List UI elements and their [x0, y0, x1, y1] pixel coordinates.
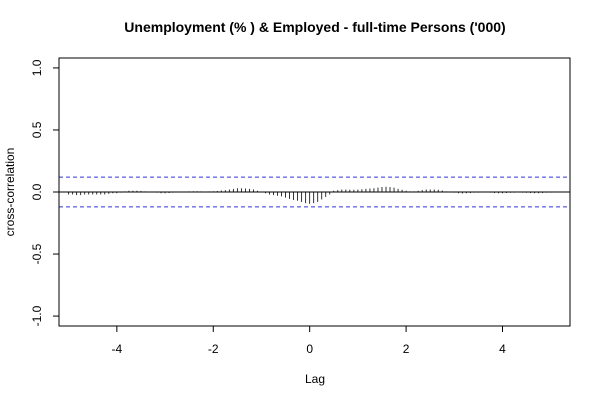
y-tick-label: -1.0 — [30, 305, 44, 326]
y-tick-label: 0.0 — [30, 183, 44, 200]
y-axis: -1.0 -0.5 0.0 0.5 1.0 — [30, 59, 60, 326]
x-tick-label: 4 — [499, 342, 506, 356]
y-tick-label: 1.0 — [30, 59, 44, 76]
x-axis-label: Lag — [305, 372, 325, 386]
x-tick-label: 2 — [403, 342, 410, 356]
x-tick-label: -2 — [208, 342, 219, 356]
y-tick-label: 0.5 — [30, 121, 44, 138]
x-tick-label: -4 — [112, 342, 123, 356]
x-tick-label: 0 — [306, 342, 313, 356]
plot-area — [59, 176, 570, 208]
chart-title: Unemployment (% ) & Employed - full-time… — [124, 19, 505, 35]
y-tick-label: -0.5 — [30, 243, 44, 264]
y-axis-label: cross-correlation — [3, 148, 17, 237]
x-axis: -4 -2 0 2 4 — [112, 325, 506, 356]
